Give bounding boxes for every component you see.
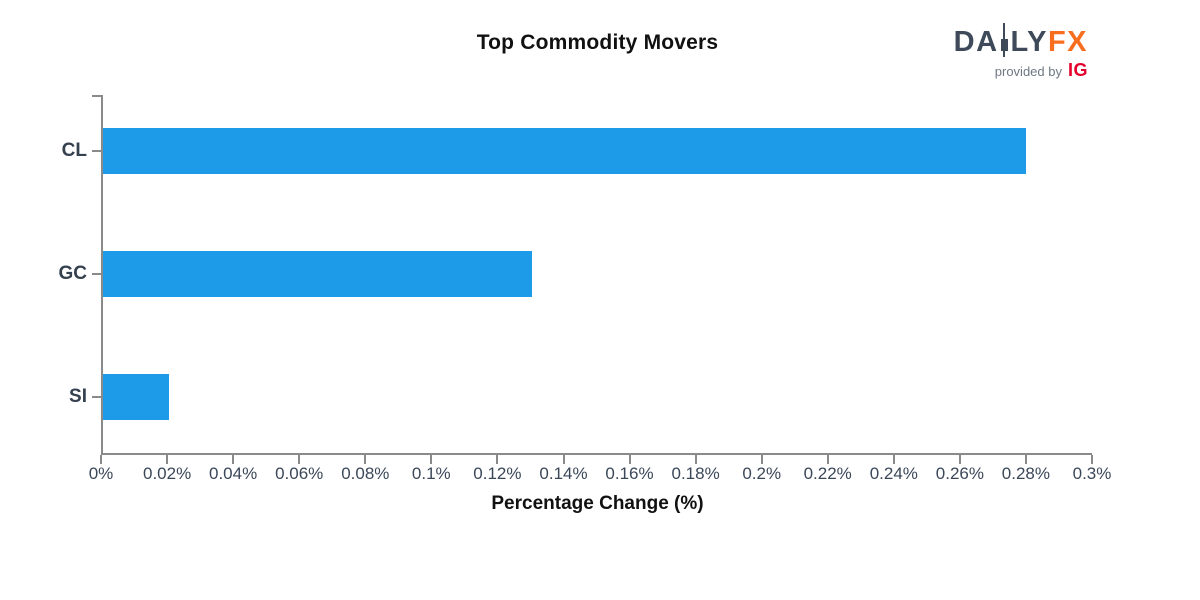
bar-gc xyxy=(103,251,532,297)
x-axis-tick xyxy=(958,455,961,464)
logo-text-da: DA xyxy=(953,26,999,58)
x-axis-tick-label: 0.12% xyxy=(473,464,522,483)
y-axis-label-gc: GC xyxy=(58,263,88,284)
dailyfx-logo-wordmark: DA LYFX xyxy=(953,23,1088,58)
chart-title: Top Commodity Movers xyxy=(476,31,719,54)
y-axis-line xyxy=(101,95,103,455)
logo-text-ly: LY xyxy=(1010,26,1048,58)
x-axis-tick-label: 0.18% xyxy=(671,464,720,483)
candlestick-icon xyxy=(1000,23,1008,57)
x-axis-tick xyxy=(496,455,499,464)
bar-si xyxy=(103,374,169,420)
dailyfx-logo: DA LYFX provided by IG xyxy=(953,23,1088,81)
x-axis-tick-label: 0.28% xyxy=(1001,464,1050,483)
x-axis-tick xyxy=(760,455,763,464)
x-axis-tick-label: 0.24% xyxy=(869,464,918,483)
bar-cl xyxy=(103,128,1027,174)
x-axis-tick xyxy=(562,455,565,464)
x-axis-tick-label: 0.02% xyxy=(142,464,192,483)
ig-logo: IG xyxy=(1067,60,1088,80)
x-axis-tick xyxy=(364,455,367,464)
logo-tagline: provided by IG xyxy=(954,60,1088,81)
x-axis-tick-label: 0.26% xyxy=(935,464,984,483)
x-axis-tick xyxy=(826,455,829,464)
x-axis-tick-label: 0.08% xyxy=(341,464,390,483)
y-axis-label-si: SI xyxy=(69,386,87,407)
x-axis-tick xyxy=(100,455,102,464)
y-axis-tick-cl xyxy=(92,150,101,152)
x-axis-tick xyxy=(1091,455,1093,464)
x-axis-tick-label: 0.1% xyxy=(411,464,451,483)
x-axis-tick-label: 0.16% xyxy=(605,464,654,483)
x-axis-tick xyxy=(694,455,697,464)
x-axis-tick-label: 0% xyxy=(88,464,114,483)
x-axis-tick-label: 0.04% xyxy=(208,464,258,483)
x-axis-tick-label: 0.22% xyxy=(803,464,852,483)
logo-tagline-text: provided by xyxy=(994,64,1062,79)
y-axis-tick-gc xyxy=(92,273,101,275)
x-axis-tick xyxy=(892,455,895,464)
x-axis-tick xyxy=(628,455,631,464)
x-axis-tick xyxy=(298,455,301,464)
x-axis-line xyxy=(101,453,1092,455)
x-axis-title: Percentage Change (%) xyxy=(491,493,704,514)
x-axis-tick xyxy=(430,455,433,464)
x-axis-tick xyxy=(166,455,169,464)
x-axis-tick-label: 0.06% xyxy=(275,464,324,483)
x-axis-tick-label: 0.14% xyxy=(539,464,588,483)
x-axis-tick-label: 0.3% xyxy=(1072,464,1112,483)
y-axis-end-tick xyxy=(92,95,101,97)
logo-text-fx: FX xyxy=(1047,26,1088,58)
x-axis-tick-label: 0.2% xyxy=(742,464,782,483)
x-axis-tick xyxy=(232,455,235,464)
y-axis-tick-si xyxy=(92,396,101,398)
x-axis-tick xyxy=(1024,455,1027,464)
y-axis-label-cl: CL xyxy=(61,140,87,161)
